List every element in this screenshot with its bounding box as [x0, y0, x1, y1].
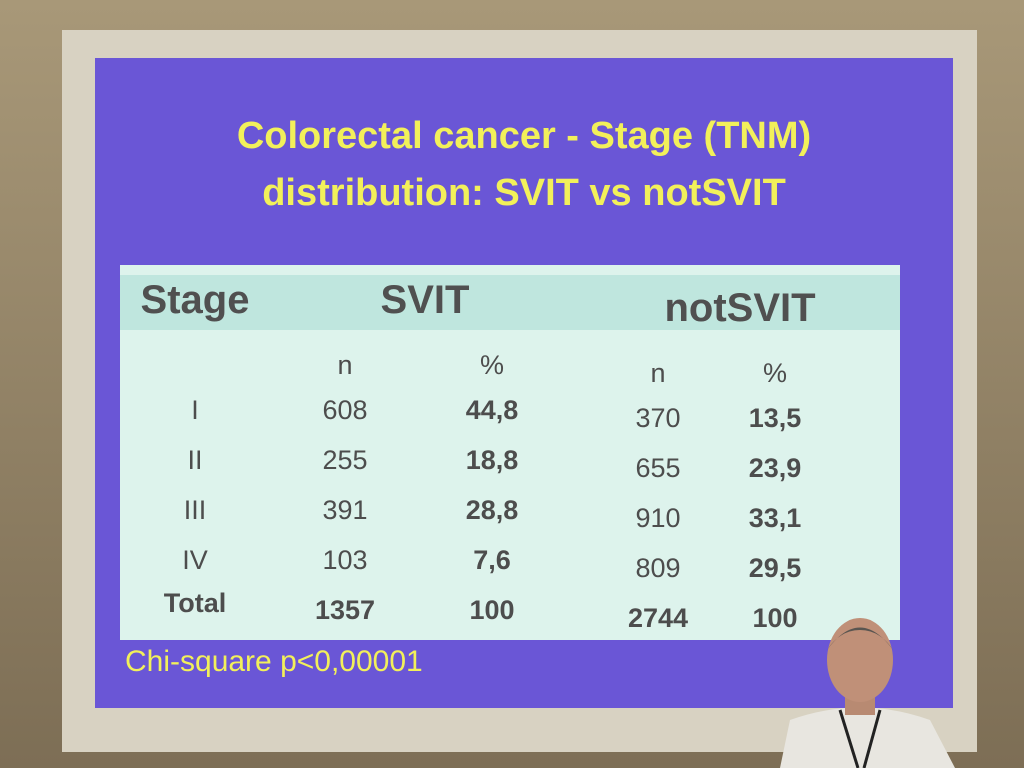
table-cell: IV [182, 545, 208, 575]
table-cell: 100 [752, 603, 798, 633]
table-cell: 18,8 [465, 445, 519, 475]
head [827, 618, 893, 702]
hair [827, 627, 893, 650]
table-cell: 910 [635, 503, 681, 533]
table-cell: 7,6 [473, 545, 511, 575]
column-header: SVIT [380, 278, 470, 322]
subheader: n [337, 350, 353, 380]
table-cell: 33,1 [748, 503, 802, 533]
table-cell: 655 [635, 453, 681, 483]
shirt [780, 707, 955, 768]
table-cell: 28,8 [465, 495, 519, 525]
table-cell: 255 [322, 445, 368, 475]
subheader: n [650, 358, 666, 388]
table-cell: 391 [322, 495, 368, 525]
table-cell: 103 [322, 545, 368, 575]
table-cell: II [187, 445, 203, 475]
column-header: Stage [140, 278, 250, 322]
table-cell: 1357 [314, 595, 376, 625]
table-cell: 13,5 [748, 403, 802, 433]
table-cell: 100 [469, 595, 515, 625]
subheader: % [479, 350, 505, 380]
table-cell: 44,8 [465, 395, 519, 425]
column-header: notSVIT [664, 286, 816, 330]
slide-title: Colorectal cancer - Stage (TNM) [236, 115, 812, 157]
table-header-band [120, 275, 900, 330]
table-cell: Total [163, 588, 227, 618]
table-cell: 23,9 [748, 453, 802, 483]
footnote: Chi-square p<0,00001 [125, 645, 423, 678]
presenter [780, 618, 955, 768]
subheader: % [762, 358, 788, 388]
table-cell: 608 [322, 395, 368, 425]
table-cell: III [183, 495, 207, 525]
slide-title: distribution: SVIT vs notSVIT [262, 172, 786, 214]
table-cell: I [191, 395, 199, 425]
table-cell: 2744 [627, 603, 689, 633]
lanyard [838, 709, 882, 768]
table-cell: 370 [635, 403, 681, 433]
table-cell: 29,5 [748, 553, 802, 583]
table-cell: 809 [635, 553, 681, 583]
